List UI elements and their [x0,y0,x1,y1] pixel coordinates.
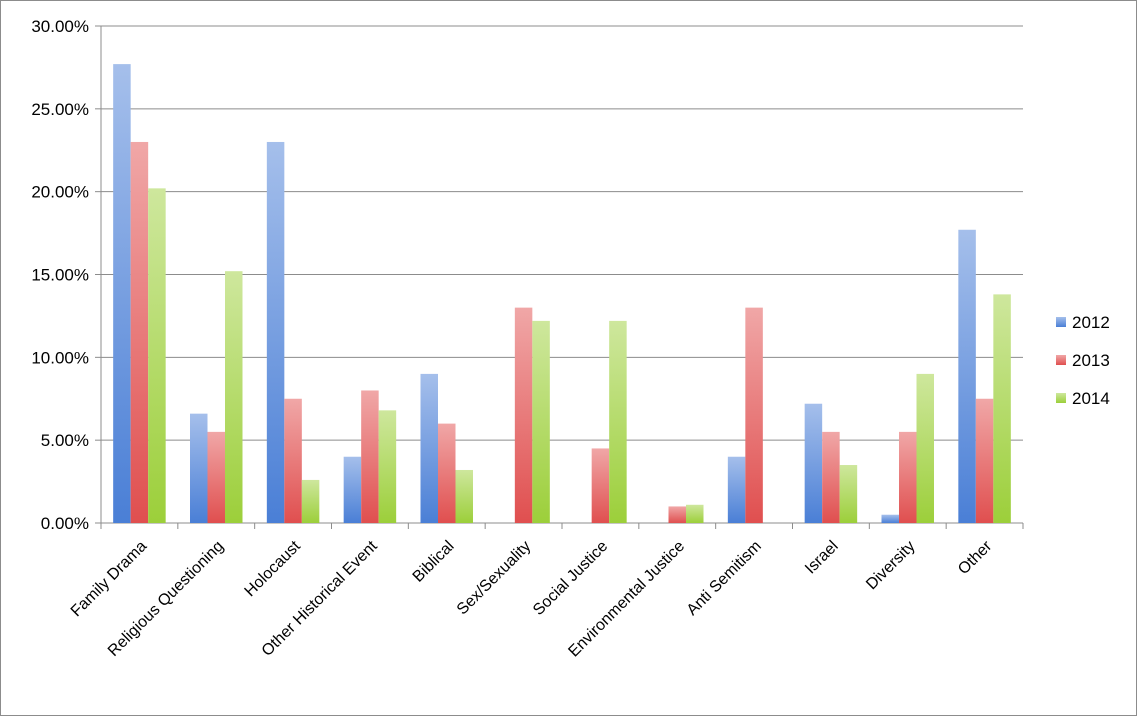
bar-2013 [822,431,840,523]
bar-2014 [839,465,858,523]
legend-swatch-2013 [1056,355,1066,365]
bar-2013 [668,506,686,523]
bar-2013 [130,141,149,523]
bar-2013 [975,398,994,523]
category-label: Other [955,537,996,578]
bar-2014 [301,479,320,523]
category-label: Social Justice [530,538,611,619]
category-label: Biblical [410,538,458,586]
y-tick-label: 30.00% [31,17,89,36]
bar-2012 [343,456,362,523]
category-label: Sex/Sexuality [454,538,535,619]
bar-2014 [148,188,166,523]
bar-2013 [207,431,225,523]
bar-2012 [420,373,438,523]
bar-2013 [514,307,533,523]
bar-2014 [225,271,243,523]
bar-2014 [993,294,1011,523]
legend-label: 2012 [1072,313,1110,332]
category-label: Anti Semitism [684,538,765,619]
bar-2013 [591,448,610,523]
bar-2013 [745,307,763,523]
bar-2012 [190,413,208,523]
legend-label: 2013 [1072,351,1110,370]
legend-label: 2014 [1072,389,1110,408]
bar-2012 [266,141,285,523]
bar-2013 [284,398,302,523]
bar-2012 [727,456,746,523]
legend-swatch-2014 [1056,393,1066,403]
bar-2014 [532,320,550,523]
bar-2013 [361,390,379,523]
bar-2014 [609,320,627,523]
category-label: Holocaust [242,537,305,600]
bar-2014 [378,410,397,523]
category-label: Israel [802,538,842,578]
y-tick-label: 15.00% [31,266,89,285]
bar-2013 [899,431,917,523]
bar-2012 [958,229,976,523]
bar-2012 [881,514,899,523]
bar-2013 [438,423,456,523]
bar-2014 [916,373,934,523]
y-tick-label: 5.00% [41,431,89,450]
y-tick-label: 20.00% [31,183,89,202]
y-tick-label: 0.00% [41,514,89,533]
y-tick-label: 25.00% [31,100,89,119]
bar-2012 [804,403,823,523]
category-label: Family Drama [68,538,150,620]
bar-2014 [455,469,473,523]
bar-2012 [113,64,131,523]
legend-swatch-2012 [1056,317,1066,327]
y-tick-label: 10.00% [31,348,89,367]
category-label: Diversity [863,538,918,593]
bar-2014 [686,504,704,523]
